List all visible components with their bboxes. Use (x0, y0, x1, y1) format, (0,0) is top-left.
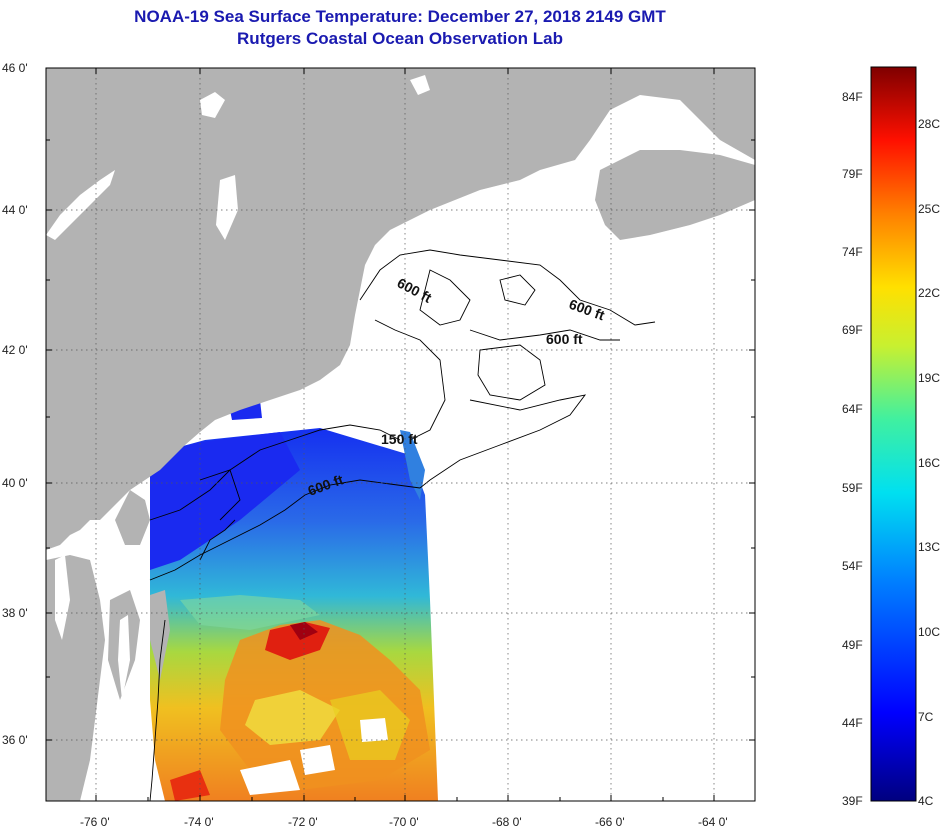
depth-label: 150 ft (381, 431, 418, 447)
lon-label: -72 0' (288, 815, 318, 829)
f-label: 54F (842, 559, 863, 573)
title-line-1: NOAA-19 Sea Surface Temperature: Decembe… (134, 7, 666, 26)
lon-label: -68 0' (492, 815, 522, 829)
bathymetry-contours (149, 249, 656, 801)
lat-label: 38 0' (2, 606, 28, 620)
lon-label: -66 0' (595, 815, 625, 829)
f-label: 84F (842, 90, 863, 104)
lat-label: 42 0' (2, 343, 28, 357)
f-label: 39F (842, 794, 863, 808)
c-label: 25C (918, 202, 940, 216)
lat-labels: 46 0' 44 0' 42 0' 40 0' 38 0' 36 0' (2, 61, 28, 747)
c-label: 13C (918, 540, 940, 554)
lon-label: -64 0' (698, 815, 728, 829)
c-label: 7C (918, 710, 934, 724)
f-label: 44F (842, 716, 863, 730)
colorbar-celsius-labels: 28C 25C 22C 19C 16C 13C 10C 7C 4C (918, 117, 940, 808)
c-label: 4C (918, 794, 934, 808)
lat-label: 40 0' (2, 476, 28, 490)
colorbar: 84F 79F 74F 69F 64F 59F 54F 49F 44F 39F … (842, 66, 940, 808)
graticule (46, 68, 755, 801)
lakes (46, 75, 430, 700)
lon-label: -74 0' (184, 815, 214, 829)
frame-ticks (46, 67, 755, 801)
f-label: 64F (842, 402, 863, 416)
f-label: 49F (842, 638, 863, 652)
c-label: 10C (918, 625, 940, 639)
lat-label: 46 0' (2, 61, 28, 75)
colorbar-fahrenheit-labels: 84F 79F 74F 69F 64F 59F 54F 49F 44F 39F (842, 90, 863, 808)
f-label: 79F (842, 167, 863, 181)
lat-label: 44 0' (2, 203, 28, 217)
f-label: 69F (842, 323, 863, 337)
lon-label: -70 0' (389, 815, 419, 829)
lon-label: -76 0' (80, 815, 110, 829)
colorbar-gradient (870, 66, 917, 802)
map-title: NOAA-19 Sea Surface Temperature: Decembe… (0, 6, 800, 50)
lon-labels: -76 0' -74 0' -72 0' -70 0' -68 0' -66 0… (80, 815, 728, 829)
c-label: 22C (918, 286, 940, 300)
lat-label: 36 0' (2, 733, 28, 747)
c-label: 28C (918, 117, 940, 131)
c-label: 16C (918, 456, 940, 470)
f-label: 74F (842, 245, 863, 259)
title-line-2: Rutgers Coastal Ocean Observation Lab (237, 29, 563, 48)
depth-label: 600 ft (546, 331, 583, 347)
sst-swath (150, 400, 438, 801)
c-label: 19C (918, 371, 940, 385)
f-label: 59F (842, 481, 863, 495)
